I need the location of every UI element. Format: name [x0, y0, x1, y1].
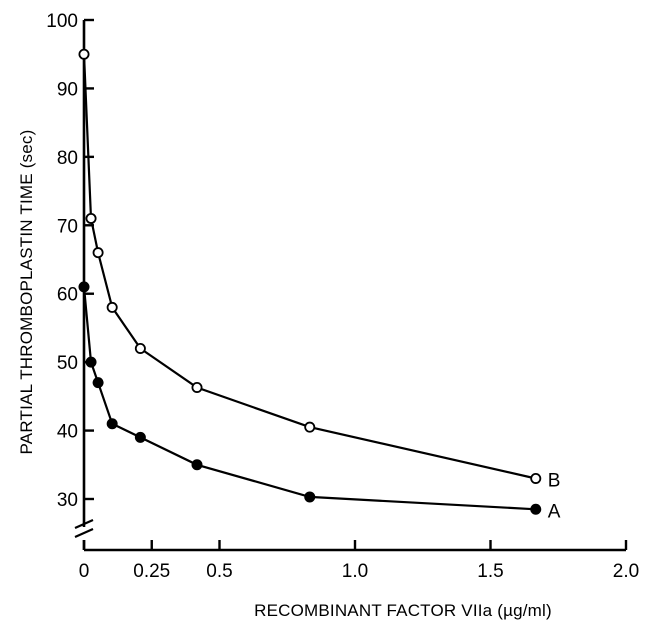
- axis-break-mark: [74, 527, 94, 539]
- series-label: A: [548, 501, 561, 522]
- y-axis-label: PARTIAL THROMBOPLASTIN TIME (sec): [17, 130, 36, 455]
- data-point-open: [304, 421, 316, 433]
- data-point-filled: [304, 491, 316, 503]
- x-tick-label: 0.5: [206, 561, 232, 582]
- data-point-filled: [85, 356, 97, 368]
- series: AB: [78, 48, 561, 522]
- axes: [74, 20, 626, 552]
- series-line-a: [82, 286, 536, 511]
- y-tick-label: 90: [57, 79, 78, 100]
- y-tick-label: 70: [57, 216, 78, 237]
- series-a: A: [78, 281, 561, 522]
- y-tick-label: 30: [57, 490, 78, 511]
- data-point-filled: [78, 281, 90, 293]
- series-label: B: [548, 470, 561, 491]
- data-point-open: [92, 247, 104, 259]
- y-tick-label: 100: [46, 11, 78, 32]
- data-point-filled: [530, 503, 542, 515]
- y-tick-label: 60: [57, 285, 78, 306]
- ticks: 30 40 50 60 70 80 90 100 0 0.25 0.5 1.0 1.5 2.0: [46, 11, 639, 582]
- data-point-open: [78, 48, 90, 60]
- data-point-open: [530, 472, 542, 484]
- data-point-open: [134, 342, 146, 354]
- x-tick-label: 0: [79, 561, 90, 582]
- data-point-filled: [106, 418, 118, 430]
- series-line-b: [82, 54, 537, 480]
- axis-break-mark: [74, 518, 94, 530]
- x-tick-label: 0.25: [133, 561, 170, 582]
- data-point-open: [191, 381, 203, 393]
- series-b: B: [78, 48, 561, 491]
- data-point-open: [106, 301, 118, 313]
- x-tick-label: 2.0: [613, 561, 639, 582]
- y-tick-label: 50: [57, 353, 78, 374]
- x-tick-label: 1.0: [342, 561, 368, 582]
- data-point-filled: [134, 431, 146, 443]
- data-point-open: [85, 212, 97, 224]
- y-tick-label: 80: [57, 148, 78, 169]
- x-axis-label: RECOMBINANT FACTOR VIIa (µg/ml): [254, 601, 552, 620]
- x-tick-label: 1.5: [477, 561, 503, 582]
- data-point-filled: [191, 459, 203, 471]
- data-point-filled: [92, 377, 104, 389]
- y-tick-label: 40: [57, 422, 78, 443]
